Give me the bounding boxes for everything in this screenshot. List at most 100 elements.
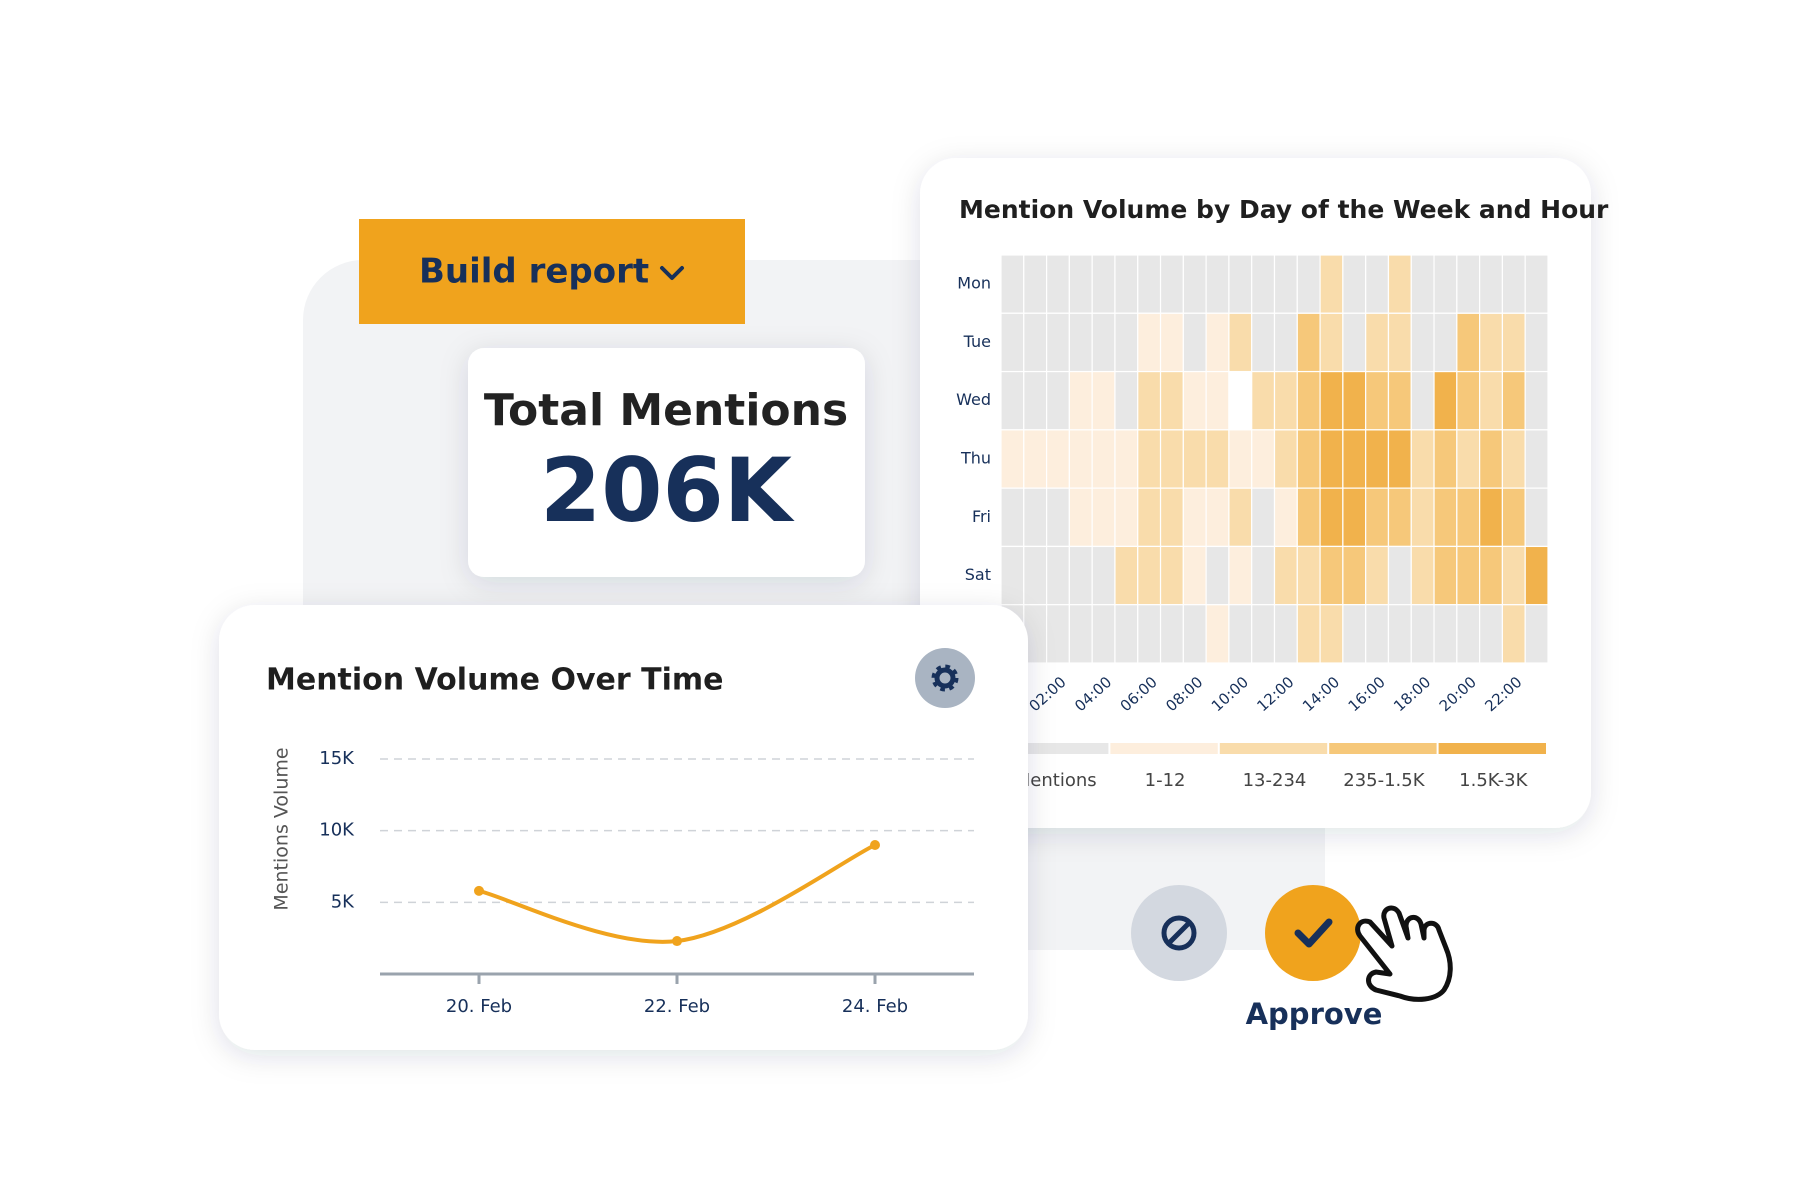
check-icon [1294,918,1333,948]
heat-cell [1319,604,1344,664]
heat-cell [1410,370,1435,431]
heat-cell [1114,604,1139,664]
heat-cell [1137,370,1162,431]
build-report-button[interactable]: Build report [359,219,745,324]
heat-cell [1068,604,1093,664]
heat-cell [1387,312,1412,373]
heat-cell [1114,429,1139,489]
heat-cell [1296,370,1321,431]
heat-cell [1137,545,1162,606]
heat-cell [1524,545,1549,606]
heat-cell [1479,254,1504,314]
heat-cell [1387,370,1412,431]
heat-cell [1319,429,1344,489]
heat-cell [1456,312,1481,373]
heat-cell [1251,312,1276,373]
heat-cell [1137,487,1162,548]
reject-button[interactable] [1131,885,1227,981]
heat-cell [1342,545,1367,606]
heat-cell [1251,429,1276,489]
heat-cell [1091,370,1116,431]
heat-cell [1524,604,1549,664]
heat-cell [1251,370,1276,431]
heat-cell [1342,312,1367,373]
heat-cell [1319,370,1344,431]
heatmap-card: Mention Volume by Day of the Week and Ho… [920,158,1609,828]
heat-cell [1045,254,1070,314]
heat-cell [1501,545,1526,606]
heat-cell [1068,370,1093,431]
heat-cell [1456,487,1481,548]
heat-cell [1524,254,1549,314]
heat-cell [1501,604,1526,664]
heat-cell [1524,312,1549,373]
heat-cell [1342,604,1367,664]
heat-cell [1023,370,1048,431]
heat-cell [1456,545,1481,606]
x-tick-label: 20. Feb [446,996,512,1017]
heat-cell [1410,487,1435,548]
heat-cell [1342,254,1367,314]
total-value: 206K [540,439,795,542]
heat-cell [1296,312,1321,373]
heat-cell [1479,604,1504,664]
heat-cell [1410,545,1435,606]
gear [934,667,956,689]
y-tick-label: Tue [963,332,991,351]
heat-cell [1273,487,1298,548]
chevron [660,266,684,280]
heat-cell [1365,545,1390,606]
heat-cell [1296,429,1321,489]
heat-cell [1251,604,1276,664]
heat-cell [1091,604,1116,664]
line-point [672,936,682,947]
heat-cell [1091,429,1116,489]
settings-button[interactable] [915,648,975,708]
heat-cell [1159,254,1184,314]
heat-cell [1000,312,1025,373]
heat-cell [1000,429,1025,489]
heat-cell [1524,487,1549,548]
heat-cell [1023,487,1048,548]
heat-cell [1410,604,1435,664]
legend-label: 13-234 [1243,770,1307,791]
line-point [870,840,880,850]
legend-label: 235-1.5K [1343,770,1425,791]
legend-swatch [1219,743,1328,754]
heat-cell [1273,370,1298,431]
heat-cell [1023,254,1048,314]
heat-cell [1319,545,1344,606]
heat-cell [1273,545,1298,606]
card [219,605,1028,1050]
legend-swatch [1329,743,1437,754]
heat-cell [1228,604,1253,664]
heat-cell [1205,254,1230,314]
heat-cell [1342,370,1367,431]
legend-label: 1-12 [1145,770,1186,791]
heat-cell [1205,487,1230,548]
heat-cell [1137,604,1162,664]
y-tick-label: 10K [319,820,355,841]
y-tick-label: Wed [956,390,991,409]
heat-cell [1137,312,1162,373]
approve-button[interactable]: Approve [1246,885,1383,1031]
heat-cell [1410,429,1435,489]
heat-cell [1365,312,1390,373]
y-axis-label: Mentions Volume [271,747,293,910]
heat-cell [1228,370,1253,431]
approve-label: Approve [1246,997,1383,1031]
heat-cell [1205,312,1230,373]
heat-cell [1296,545,1321,606]
heat-cell [1205,545,1230,606]
heat-cell [1387,254,1412,314]
heat-cell [1365,370,1390,431]
heat-cell [1205,370,1230,431]
heat-cell [1410,312,1435,373]
button-label: Build report [419,252,649,292]
heat-cell [1228,487,1253,548]
total-title: Total Mentions [484,385,848,436]
heatmap-title: Mention Volume by Day of the Week and Ho… [959,195,1609,224]
heat-cell [1273,604,1298,664]
heat-cell [1091,254,1116,314]
